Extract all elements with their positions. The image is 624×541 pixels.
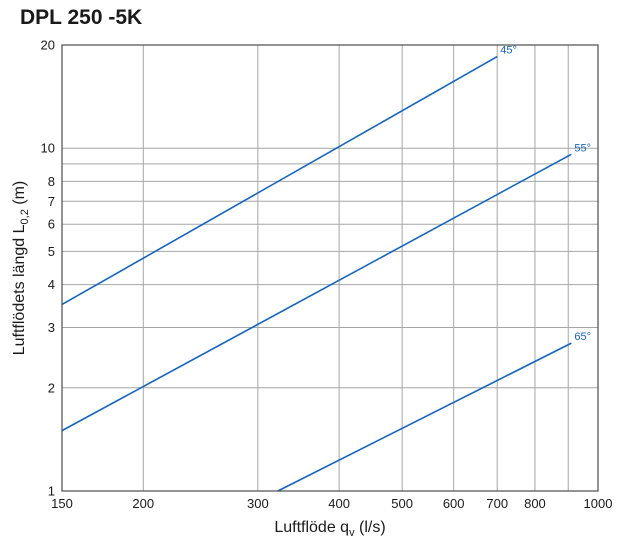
x-axis-label-sub: v: [349, 527, 355, 539]
x-tick-label: 1000: [584, 496, 613, 511]
y-axis-label-tail: (m): [11, 181, 28, 209]
plot-frame: [61, 44, 599, 492]
y-tick-label: 8: [48, 174, 55, 189]
series-line: [61, 55, 498, 306]
x-axis-label-main: Luftflöde q: [274, 519, 349, 536]
y-tick-label: 4: [48, 277, 55, 292]
y-axis-label-sub: 0,2: [19, 209, 31, 224]
series-label: 65°: [574, 331, 591, 343]
x-tick-label: 200: [132, 496, 154, 511]
y-tick-label: 2: [48, 380, 55, 395]
x-tick-label: 500: [391, 496, 413, 511]
y-tick-label: 1: [48, 484, 55, 499]
y-tick-label: 6: [48, 217, 55, 232]
series-line: [61, 153, 572, 432]
y-tick-label: 7: [48, 194, 55, 209]
y-tick-label: 3: [48, 320, 55, 335]
x-tick-label: 150: [51, 496, 73, 511]
tick-labels: 150 200 300 400 500 600 700 800 1000 1 2 3 4 5 6 7 8 10 20: [41, 38, 613, 512]
y-tick-label: 5: [48, 244, 55, 259]
grid: [61, 44, 599, 492]
y-axis-label: Luftflödets längd L0,2 (m): [11, 181, 31, 356]
x-axis-label: Luftflöde qv (l/s): [274, 519, 385, 539]
x-tick-label: 300: [247, 496, 269, 511]
x-tick-label: 400: [328, 496, 350, 511]
series-line: [277, 342, 572, 492]
x-tick-label: 600: [443, 496, 465, 511]
x-tick-label: 700: [486, 496, 508, 511]
chart-title: DPL 250 -5K: [20, 6, 143, 29]
y-tick-label: 20: [41, 38, 55, 53]
series-label: 55°: [574, 142, 591, 154]
series-lines: 45° 55° 65°: [61, 45, 591, 492]
series-label: 45°: [500, 45, 517, 57]
y-tick-label: 10: [41, 141, 55, 156]
x-axis-label-tail: (l/s): [355, 519, 386, 536]
y-axis-label-main: Luftflödets längd L: [11, 224, 28, 355]
x-tick-label: 800: [524, 496, 546, 511]
